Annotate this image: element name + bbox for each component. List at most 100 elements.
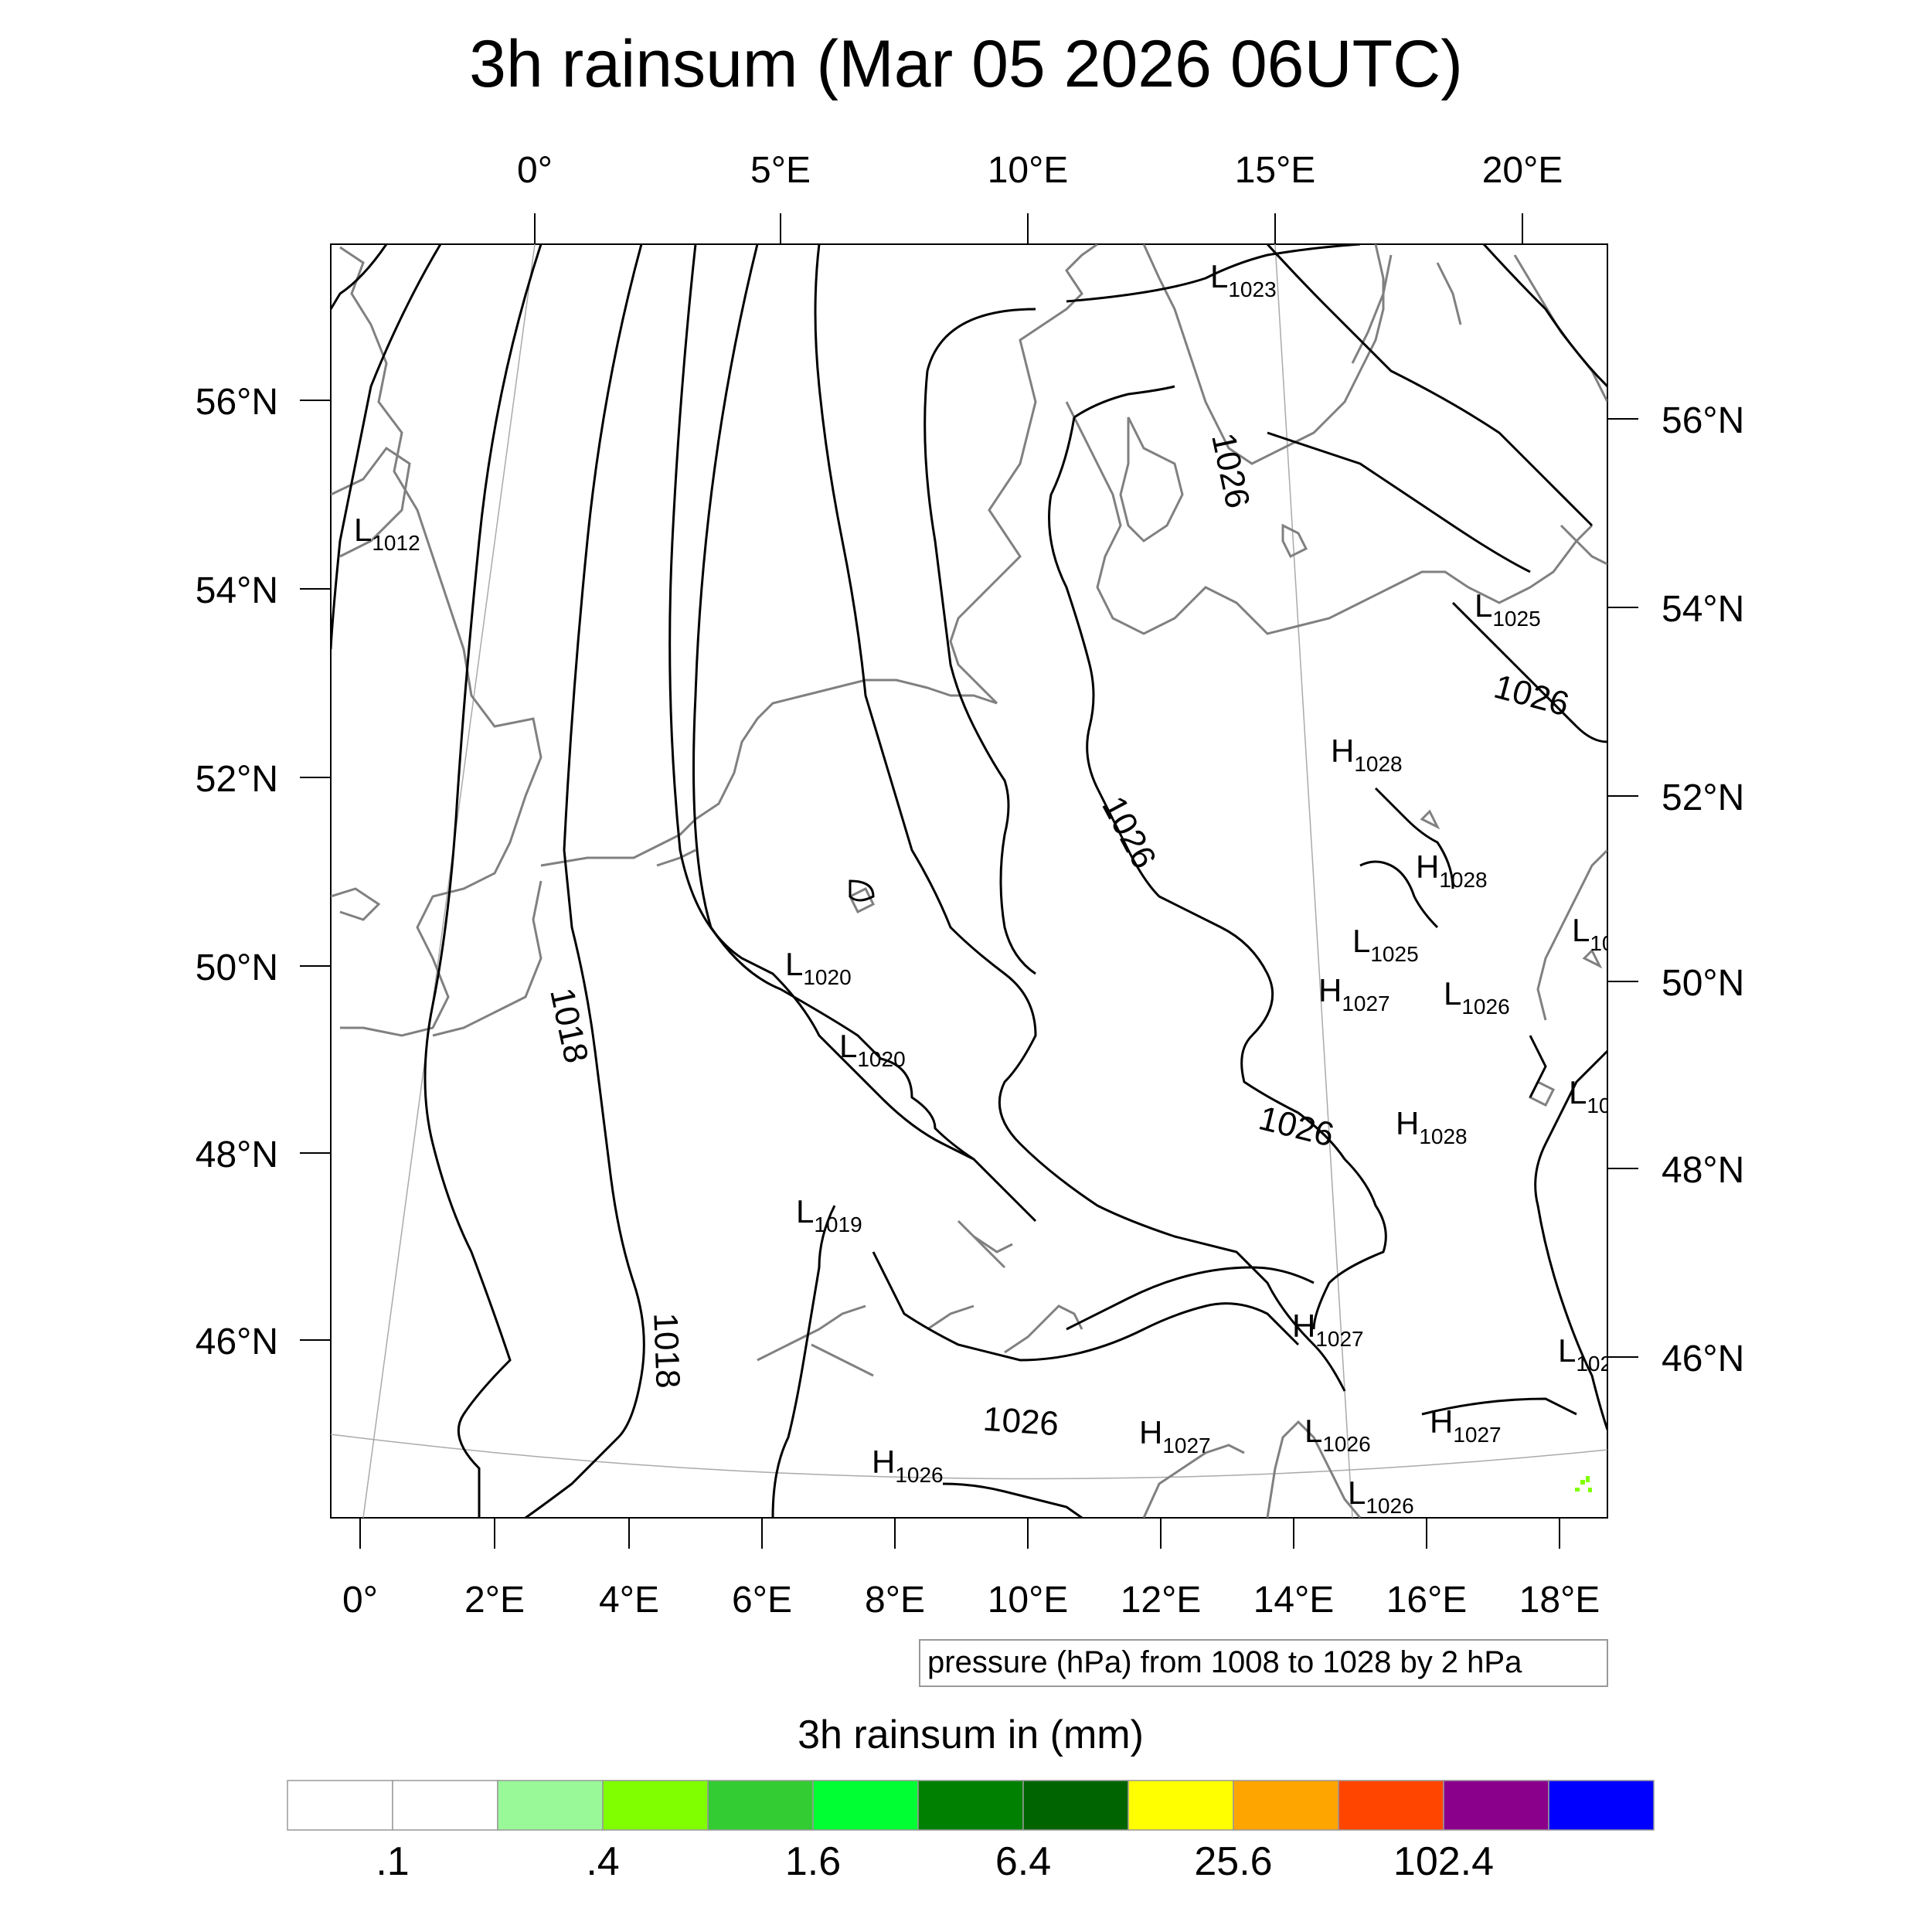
colorbar-tick: 25.6 bbox=[1194, 1839, 1272, 1884]
lat-label: 52°N bbox=[1662, 777, 1744, 818]
lon-label: 20°E bbox=[1482, 150, 1563, 191]
colorbar-cell bbox=[1022, 1780, 1129, 1831]
colorbar-cell bbox=[1548, 1780, 1655, 1831]
colorbar-cell bbox=[287, 1780, 393, 1831]
pressure-center: L1020 bbox=[785, 946, 852, 989]
lon-label: 18°E bbox=[1519, 1580, 1600, 1621]
colorbar-cell bbox=[1128, 1780, 1234, 1831]
isobars bbox=[331, 244, 1607, 1518]
lat-label: 56°N bbox=[1662, 400, 1744, 441]
pressure-center: H1027 bbox=[1318, 972, 1390, 1015]
colorbar-cell bbox=[1443, 1780, 1549, 1831]
pressure-center: H1027 bbox=[1139, 1414, 1211, 1458]
pressure-center: H1028 bbox=[1331, 733, 1403, 776]
rain-spot bbox=[1575, 1488, 1580, 1492]
rain-spot bbox=[1586, 1476, 1590, 1482]
lon-label: 10°E bbox=[988, 150, 1069, 191]
lat-label: 54°N bbox=[196, 570, 278, 611]
isobar bbox=[1529, 1035, 1547, 1098]
isobar bbox=[814, 244, 1346, 1392]
coastlines bbox=[331, 244, 1607, 1518]
lat-label: 46°N bbox=[1662, 1338, 1744, 1379]
map-frame bbox=[330, 243, 1608, 1519]
lon-label: 4°E bbox=[599, 1580, 659, 1621]
isobar bbox=[692, 244, 1037, 1223]
map-panel: 1026 1026 1026 1026 1026 1018 1018 L1023… bbox=[196, 150, 1745, 1621]
pressure-center: L1023 bbox=[1210, 258, 1277, 301]
pressure-center: L10 bbox=[1572, 912, 1614, 955]
top-lon-labels: 0° 5°E 10°E 15°E 20°E bbox=[517, 150, 1563, 191]
isobar bbox=[1482, 244, 1607, 388]
rain-spot bbox=[1580, 1480, 1585, 1485]
pressure-center: H1028 bbox=[1396, 1105, 1468, 1148]
colorbar-cell bbox=[917, 1780, 1024, 1831]
lat-label: 46°N bbox=[196, 1321, 278, 1362]
pressure-center: L1020 bbox=[839, 1028, 906, 1071]
colorbar-tick: 1.6 bbox=[785, 1839, 841, 1884]
isobar bbox=[331, 244, 388, 310]
pressure-note-box: pressure (hPa) from 1008 to 1028 by 2 hP… bbox=[919, 1639, 1608, 1687]
isobar bbox=[525, 244, 645, 1518]
colorbar-cells bbox=[287, 1780, 1655, 1831]
colorbar-tick: 102.4 bbox=[1393, 1839, 1494, 1884]
lon-label: 10°E bbox=[988, 1580, 1069, 1621]
colorbar-tick: .1 bbox=[376, 1839, 409, 1884]
isobar bbox=[668, 244, 975, 1161]
colorbar-cell bbox=[1338, 1780, 1444, 1831]
isobar bbox=[1073, 385, 1175, 419]
pressure-center: L1025 bbox=[1475, 587, 1541, 631]
left-lat-labels: 56°N 54°N 52°N 50°N 48°N 46°N bbox=[196, 382, 278, 1362]
rain-spots bbox=[1575, 1476, 1592, 1492]
isobar bbox=[1266, 244, 1594, 527]
pressure-center: L1026 bbox=[1304, 1413, 1371, 1456]
isobar bbox=[1066, 244, 1361, 303]
isobar bbox=[423, 244, 543, 1518]
lon-label: 2°E bbox=[464, 1580, 525, 1621]
lat-label: 48°N bbox=[1662, 1150, 1744, 1191]
tick-marks bbox=[300, 213, 1638, 1549]
isobar bbox=[1267, 431, 1531, 573]
isobar bbox=[1048, 417, 1387, 1330]
right-lat-labels: 56°N 54°N 52°N 50°N 48°N 46°N bbox=[1662, 400, 1744, 1379]
contour-label: 1018 bbox=[646, 1312, 686, 1389]
meridian-0 bbox=[362, 244, 536, 1518]
colorbar-cell bbox=[392, 1780, 498, 1831]
lat-label: 56°N bbox=[196, 382, 278, 423]
isobar bbox=[331, 244, 442, 650]
pressure-center: H1027 bbox=[1292, 1308, 1364, 1351]
colorbar-tick: .4 bbox=[586, 1839, 619, 1884]
chart-title: 3h rainsum (Mar 05 2026 06UTC) bbox=[469, 27, 1463, 101]
pressure-note: pressure (hPa) from 1008 to 1028 by 2 hP… bbox=[927, 1645, 1522, 1679]
pressure-center: L1019 bbox=[796, 1193, 862, 1236]
pressure-center: H1026 bbox=[872, 1444, 944, 1487]
lat-label: 50°N bbox=[196, 947, 278, 988]
isobar bbox=[1066, 1266, 1315, 1331]
colorbar-ticks: .1 .4 1.6 6.4 25.6 102.4 bbox=[376, 1839, 1494, 1884]
pressure-center: H1027 bbox=[1430, 1403, 1502, 1447]
lon-label: 15°E bbox=[1235, 150, 1316, 191]
colorbar-cell bbox=[1233, 1780, 1339, 1831]
pressure-center: L1025 bbox=[1352, 923, 1419, 966]
bottom-lon-labels: 0° 2°E 4°E 6°E 8°E 10°E 12°E 14°E 16°E 1… bbox=[342, 1580, 1600, 1621]
colorbar-cell bbox=[497, 1780, 604, 1831]
lat-label: 54°N bbox=[1662, 589, 1744, 630]
isobar bbox=[1421, 1397, 1577, 1416]
isobar bbox=[1359, 860, 1439, 929]
lon-label: 16°E bbox=[1386, 1580, 1468, 1621]
colorbar-cell bbox=[707, 1780, 814, 1831]
pressure-center: H1028 bbox=[1416, 849, 1488, 892]
isobar bbox=[872, 1251, 1300, 1362]
lon-label: 8°E bbox=[865, 1580, 925, 1621]
lon-label: 5°E bbox=[750, 150, 811, 191]
lon-label: 14°E bbox=[1253, 1580, 1335, 1621]
isobar bbox=[1534, 1049, 1607, 1430]
lon-label: 12°E bbox=[1121, 1580, 1202, 1621]
isobar bbox=[771, 1205, 836, 1518]
lat-label: 52°N bbox=[196, 759, 278, 800]
lon-label: 6°E bbox=[732, 1580, 792, 1621]
lat-label: 50°N bbox=[1662, 963, 1744, 1004]
pressure-center: L10 bbox=[1569, 1074, 1611, 1117]
isobar bbox=[1451, 601, 1607, 743]
isobar bbox=[923, 308, 1036, 975]
isobar bbox=[942, 1482, 1083, 1518]
